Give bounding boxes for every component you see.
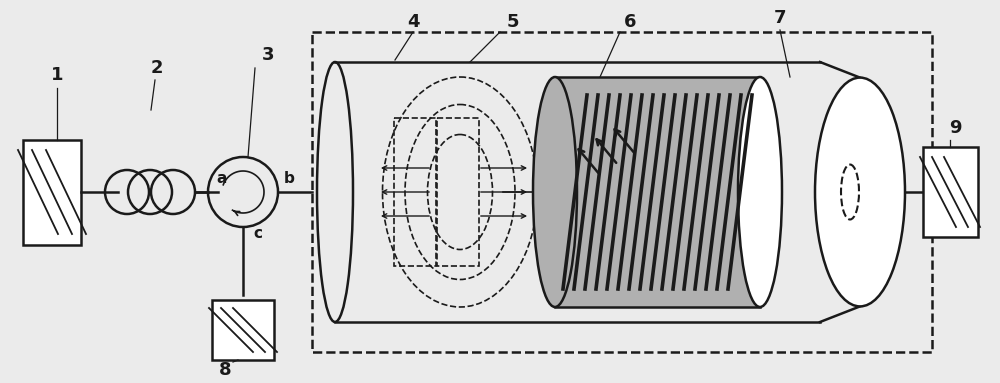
Text: 6: 6 [624,13,636,31]
Ellipse shape [533,77,577,307]
Text: 2: 2 [151,59,163,77]
Text: 3: 3 [262,46,274,64]
Text: 5: 5 [507,13,519,31]
Bar [394,118,436,266]
Text: 4: 4 [407,13,419,31]
Text: 8: 8 [219,361,231,379]
Text: c: c [253,226,262,241]
Bar [212,300,274,360]
Text: 9: 9 [949,119,961,137]
Bar [922,147,978,237]
Bar [555,77,760,307]
Bar [23,139,81,244]
Bar [312,32,932,352]
Text: 1: 1 [51,66,63,84]
Text: 7: 7 [774,9,786,27]
Text: b: b [284,171,295,186]
Text: a: a [216,171,226,186]
Ellipse shape [738,77,782,307]
Ellipse shape [815,78,905,306]
Bar [437,118,479,266]
